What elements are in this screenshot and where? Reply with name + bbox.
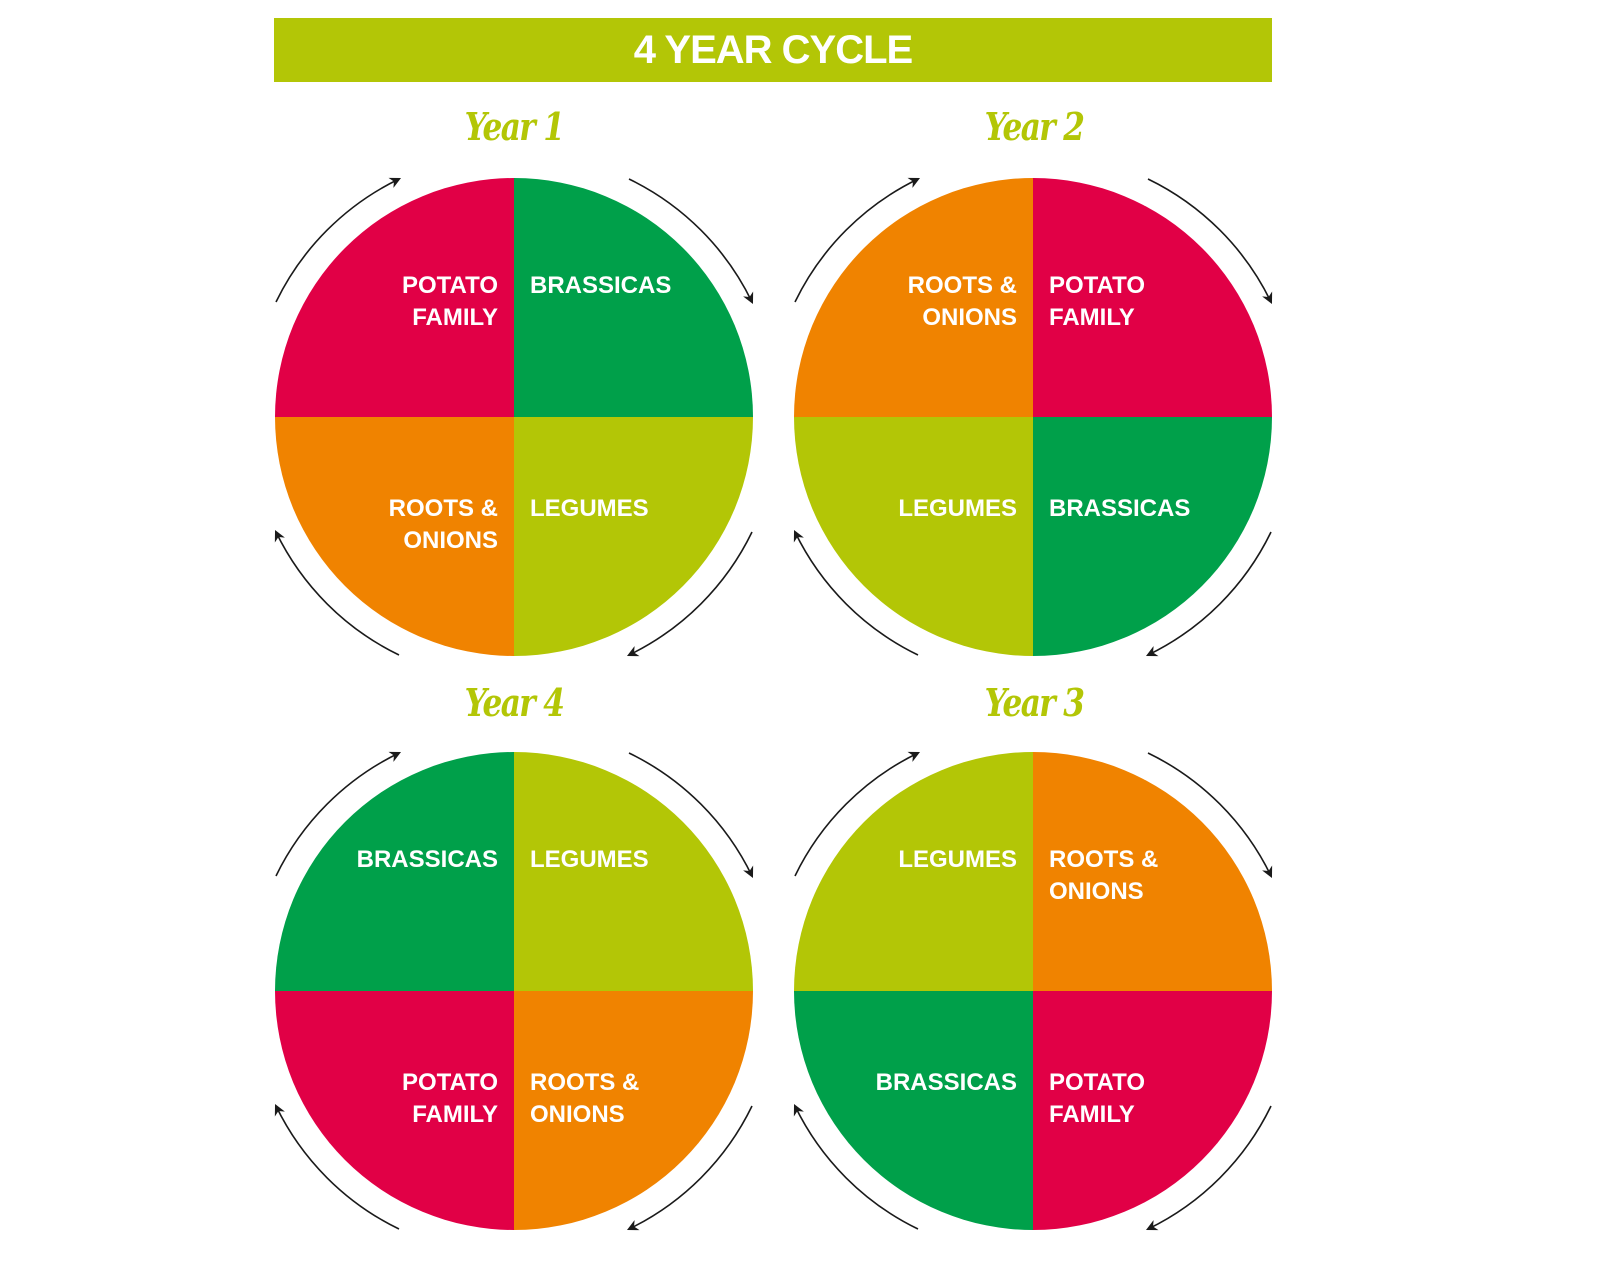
quadrant-label: BRASSICAS	[1049, 495, 1190, 522]
quadrant-brassicas	[275, 752, 514, 991]
quadrant-roots-onions	[275, 417, 514, 656]
quadrant-roots-onions	[794, 178, 1033, 417]
quadrant-label: ROOTS &	[530, 1069, 639, 1096]
quadrant-label: LEGUMES	[530, 495, 649, 522]
quadrant-label: POTATO	[1049, 1069, 1145, 1096]
quadrant-label: FAMILY	[1049, 1101, 1135, 1128]
quadrant-label: ONIONS	[530, 1101, 625, 1128]
quadrant-legumes	[794, 752, 1033, 991]
quadrant-label: POTATO	[402, 1069, 498, 1096]
year-2-wheel: ROOTS & ONIONS POTATO FAMILY LEGUMES BRA…	[794, 178, 1272, 656]
year-4-wheel: BRASSICAS LEGUMES POTATO FAMILY ROOTS & …	[275, 752, 753, 1230]
quadrant-potato-family	[1033, 991, 1272, 1230]
quadrant-label: BRASSICAS	[530, 272, 671, 299]
year-1-wheel: POTATO FAMILY BRASSICAS ROOTS & ONIONS L…	[275, 178, 753, 656]
quadrant-label: FAMILY	[412, 304, 498, 331]
title-banner: 4 YEAR CYCLE	[274, 18, 1272, 82]
quadrant-potato-family	[275, 991, 514, 1230]
quadrant-roots-onions	[514, 991, 753, 1230]
quadrant-roots-onions	[1033, 752, 1272, 991]
quadrant-brassicas	[1033, 417, 1272, 656]
quadrant-legumes	[514, 752, 753, 991]
quadrant-label: POTATO	[1049, 272, 1145, 299]
quadrant-label: BRASSICAS	[357, 846, 498, 873]
quadrant-brassicas	[514, 178, 753, 417]
quadrant-label: FAMILY	[1049, 304, 1135, 331]
quadrant-label: LEGUMES	[898, 846, 1017, 873]
quadrant-label: LEGUMES	[530, 846, 649, 873]
quadrant-label: ROOTS &	[1049, 846, 1158, 873]
year-3-heading: Year 3	[984, 680, 1085, 725]
quadrant-label: ONIONS	[403, 527, 498, 554]
quadrant-label: BRASSICAS	[876, 1069, 1017, 1096]
year-1-heading: Year 1	[464, 104, 565, 149]
quadrant-label: ONIONS	[922, 304, 1017, 331]
quadrant-label: LEGUMES	[898, 495, 1017, 522]
year-3-wheel: LEGUMES ROOTS & ONIONS BRASSICAS POTATO …	[794, 752, 1272, 1230]
quadrant-label: ROOTS &	[389, 495, 498, 522]
quadrant-brassicas	[794, 991, 1033, 1230]
quadrant-potato-family	[1033, 178, 1272, 417]
quadrant-label: ONIONS	[1049, 878, 1144, 905]
quadrant-label: FAMILY	[412, 1101, 498, 1128]
quadrant-label: POTATO	[402, 272, 498, 299]
year-2-heading: Year 2	[984, 104, 1085, 149]
year-4-heading: Year 4	[464, 680, 565, 725]
quadrant-label: ROOTS &	[908, 272, 1017, 299]
quadrant-legumes	[514, 417, 753, 656]
quadrant-legumes	[794, 417, 1033, 656]
quadrant-potato-family	[275, 178, 514, 417]
page-title: 4 YEAR CYCLE	[633, 27, 913, 72]
